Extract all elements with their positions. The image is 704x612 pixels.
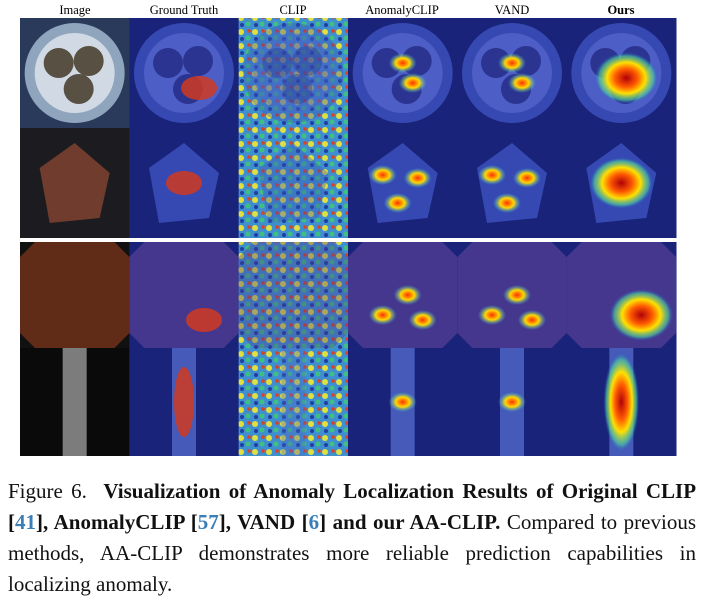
panel-shape: [398, 73, 427, 93]
column-header: AnomalyCLIP: [365, 3, 439, 17]
panel-shape: [403, 168, 432, 188]
panel-shape: [258, 143, 329, 223]
row-separator: [20, 238, 676, 242]
panel-shape: [393, 285, 422, 305]
panel-shape: [292, 46, 323, 76]
panel-shape: [20, 242, 130, 348]
column-header: VAND: [495, 3, 530, 17]
panel-shape: [238, 242, 349, 348]
panel-shape: [408, 310, 437, 330]
panel-shape: [508, 73, 536, 93]
caption-text: ], AnomalyCLIP [: [36, 510, 198, 534]
panel-shape: [498, 53, 526, 73]
panel-shape: [478, 305, 506, 325]
image-grid: [20, 18, 677, 456]
panel-shape: [282, 74, 313, 104]
panel-shape: [153, 48, 183, 78]
citation: 57: [197, 510, 219, 534]
panel-shape: [594, 52, 659, 104]
panel-shape: [368, 305, 397, 325]
citation: 6: [308, 510, 320, 534]
caption-text: ] and our AA-CLIP.: [319, 510, 501, 534]
panel-shape: [498, 392, 526, 412]
panel-shape: [589, 157, 654, 209]
caption-text: ], VAND [: [218, 510, 309, 534]
column-header: Ours: [607, 3, 634, 17]
panel-shape: [503, 285, 531, 305]
caption-title: Visualization of Anomaly Localization Re…: [8, 479, 696, 534]
figure-panels: Image Ground Truth CLIP AnomalyCLIP VAND…: [20, 3, 677, 456]
panel-shape: [518, 310, 546, 330]
panel-shape: [166, 171, 202, 195]
panel-shape: [63, 74, 94, 104]
column-header: CLIP: [279, 3, 306, 17]
column-header: Ground Truth: [150, 3, 219, 17]
panel-shape: [243, 23, 344, 123]
panel-shape: [238, 128, 349, 238]
panel-shape: [129, 242, 239, 348]
panel-shape: [609, 289, 674, 341]
panel-shape: [186, 308, 222, 332]
panel-shape: [478, 165, 506, 185]
panel-shape: [73, 46, 104, 76]
panel-shape: [238, 348, 349, 456]
panel-shape: [62, 348, 87, 456]
citation: 41: [15, 510, 36, 534]
panel-shape: [493, 193, 521, 213]
panel-shape: [39, 143, 110, 223]
panel-shape: [181, 76, 217, 100]
panel-shape: [238, 18, 349, 128]
panel-shape: [388, 53, 417, 73]
panel-shape: [383, 193, 412, 213]
caption-text: Visualization of Anomaly Localization Re…: [8, 479, 697, 534]
panel-shape: [603, 352, 640, 452]
column-header: Image: [59, 3, 91, 17]
caption-body: Compared to previous methods, AA-CLIP de…: [8, 510, 697, 596]
panel-shape: [513, 168, 541, 188]
panel-shape: [262, 48, 293, 78]
panel-shape: [368, 165, 397, 185]
panel-shape: [281, 348, 306, 456]
caption-label: Figure 6.: [8, 479, 87, 503]
panel-shape: [253, 33, 334, 113]
panel-shape: [43, 48, 74, 78]
panel-shape: [238, 242, 348, 348]
figure-caption: Figure 6. Visualization of Anomaly Local…: [8, 476, 696, 600]
panel-shape: [183, 46, 213, 76]
panel-shape: [174, 367, 194, 437]
panel-shape: [388, 392, 417, 412]
